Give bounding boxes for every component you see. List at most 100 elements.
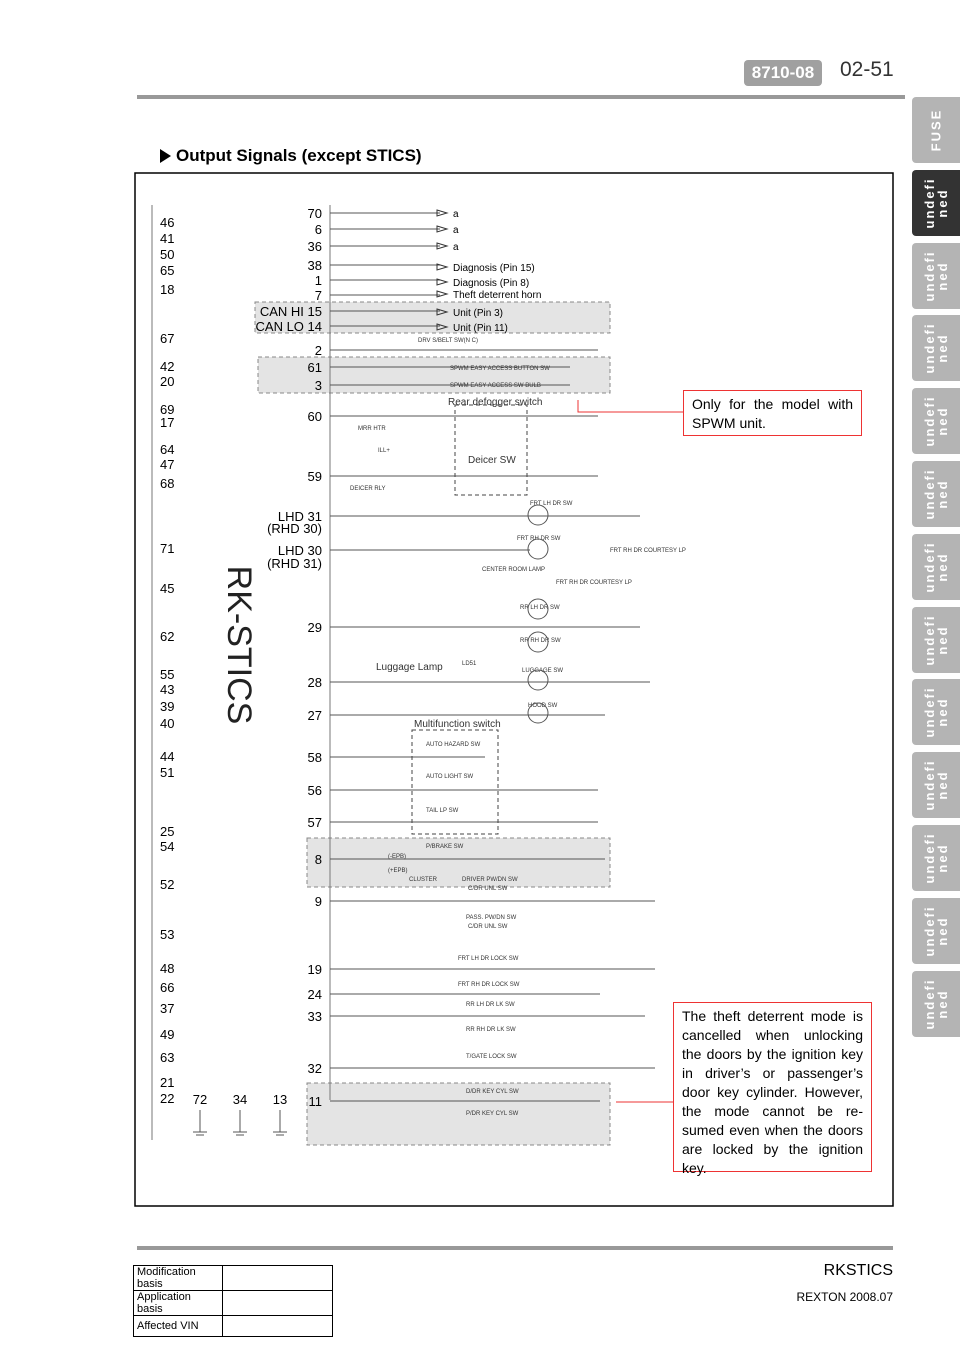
signal-label: Diagnosis (Pin 8) <box>453 278 529 289</box>
connector-arrow <box>436 290 449 298</box>
component-label: CENTER ROOM LAMP <box>482 567 545 573</box>
connector-arrow <box>436 263 449 271</box>
signal-label: Unit (Pin 11) <box>453 323 508 334</box>
component-label: (+EPB) <box>388 868 408 874</box>
side-tab[interactable]: undefined <box>912 970 960 1037</box>
component-label: RR LH DR LK SW <box>466 1002 515 1008</box>
ground <box>233 1110 247 1136</box>
pin-number: 1 <box>315 273 322 288</box>
component-label: RR RH DR SW <box>520 638 561 644</box>
pin-number: 50 <box>160 247 174 262</box>
note: The theft deterrent mode is cancelled wh… <box>673 1002 872 1176</box>
tab-label: undefined <box>922 905 950 957</box>
pin-number: 13 <box>273 1092 287 1107</box>
pin-number: 68 <box>160 476 174 491</box>
pin-number: 11 <box>309 1094 323 1109</box>
pin-number: 24 <box>308 987 322 1002</box>
signal-label: a <box>453 225 459 236</box>
component-label: FRT RH DR COURTESY LP <box>610 548 686 554</box>
ground <box>193 1110 207 1136</box>
connector-arrow <box>436 225 449 233</box>
component-label: P/BRAKE SW <box>426 844 464 850</box>
component-label: HOOD SW <box>528 703 558 709</box>
side-tab[interactable]: undefined <box>912 242 960 309</box>
pin-number: 28 <box>308 675 322 690</box>
pin-number: 56 <box>308 783 322 798</box>
tab-label: undefined <box>922 686 950 738</box>
side-tab[interactable]: undefined <box>912 533 960 600</box>
switch-symbol <box>527 702 549 724</box>
pin-number: 17 <box>160 415 174 430</box>
side-tab[interactable]: undefined <box>912 315 960 382</box>
module-label: RK-STICS <box>220 566 258 725</box>
tab-label: undefined <box>922 614 950 666</box>
tab-label: undefined <box>922 177 950 229</box>
pin-number: 52 <box>160 877 174 892</box>
tab-label: undefined <box>922 759 950 811</box>
component-label: DRV S/BELT SW(N C) <box>418 338 478 344</box>
pin-number: (RHD 30) <box>267 521 322 536</box>
signal-label: Theft deterrent horn <box>453 290 541 301</box>
pin-number: 53 <box>160 927 174 942</box>
callout-line <box>577 400 683 1103</box>
title-arrow <box>160 149 171 163</box>
pin-number: 21 <box>160 1075 174 1090</box>
pin-number: 66 <box>160 980 174 995</box>
pin-number: 51 <box>160 765 174 780</box>
component-label: Deicer SW <box>468 455 516 466</box>
pin-number: LHD 30 <box>278 543 322 558</box>
tab-label: undefined <box>922 541 950 593</box>
component-label: PASS. PW/DN SW <box>466 915 517 921</box>
tab-label: undefined <box>922 322 950 374</box>
component-label: ILL+ <box>378 448 390 454</box>
side-tab[interactable]: undefined <box>912 897 960 964</box>
side-tab[interactable]: undefined <box>912 169 960 236</box>
side-tab[interactable]: FUSE <box>912 97 960 163</box>
signal-label: a <box>453 209 459 220</box>
side-tab[interactable]: undefined <box>912 461 960 527</box>
component-label: Rear defogger switch <box>448 397 543 408</box>
pin-number: 49 <box>160 1027 174 1042</box>
side-tab[interactable]: undefined <box>912 606 960 673</box>
pin-number: 34 <box>233 1092 247 1107</box>
switch-symbol <box>527 631 549 653</box>
switch-group <box>454 404 528 496</box>
signal-label: Diagnosis (Pin 15) <box>453 263 535 274</box>
pin-number: 70 <box>308 206 322 221</box>
pin-number: 7 <box>315 288 322 303</box>
tab-label: undefined <box>922 395 950 447</box>
revision-table: Modification basis Application basis Aff… <box>133 1265 333 1337</box>
component-label: MRR HTR <box>358 426 386 432</box>
pin-number: 19 <box>308 962 322 977</box>
connector-arrow <box>436 278 449 286</box>
pin-number: 8 <box>315 852 322 867</box>
version: REXTON 2008.07 <box>796 1290 894 1304</box>
component-label: FRT LH DR SW <box>530 501 573 507</box>
tab-label: undefined <box>922 468 950 520</box>
pin-number: 45 <box>160 581 174 596</box>
side-tab[interactable]: undefined <box>912 825 960 891</box>
side-tab[interactable]: undefined <box>912 752 960 819</box>
pin-number: 18 <box>160 282 174 297</box>
pin-number: 3 <box>315 378 322 393</box>
pin-number: 71 <box>160 541 174 556</box>
connector-arrow <box>436 209 449 217</box>
pin-number: 41 <box>160 231 174 246</box>
switch-symbol <box>527 504 549 526</box>
pin-number: 59 <box>308 469 322 484</box>
component-label: FRT RH DR LOCK SW <box>458 982 520 988</box>
pin-number: 20 <box>160 374 174 389</box>
pin-number: 43 <box>160 682 174 697</box>
pin-number: 38 <box>308 258 322 273</box>
side-tab[interactable]: undefined <box>912 679 960 746</box>
page-number: 02-51 <box>840 58 894 81</box>
side-tab[interactable]: undefined <box>912 388 960 455</box>
table-cell <box>222 1290 333 1316</box>
pin-number: 63 <box>160 1050 174 1065</box>
pin-number: 48 <box>160 961 174 976</box>
pin-number: 46 <box>160 215 174 230</box>
pin-number: 62 <box>160 629 174 644</box>
ground <box>273 1110 287 1136</box>
